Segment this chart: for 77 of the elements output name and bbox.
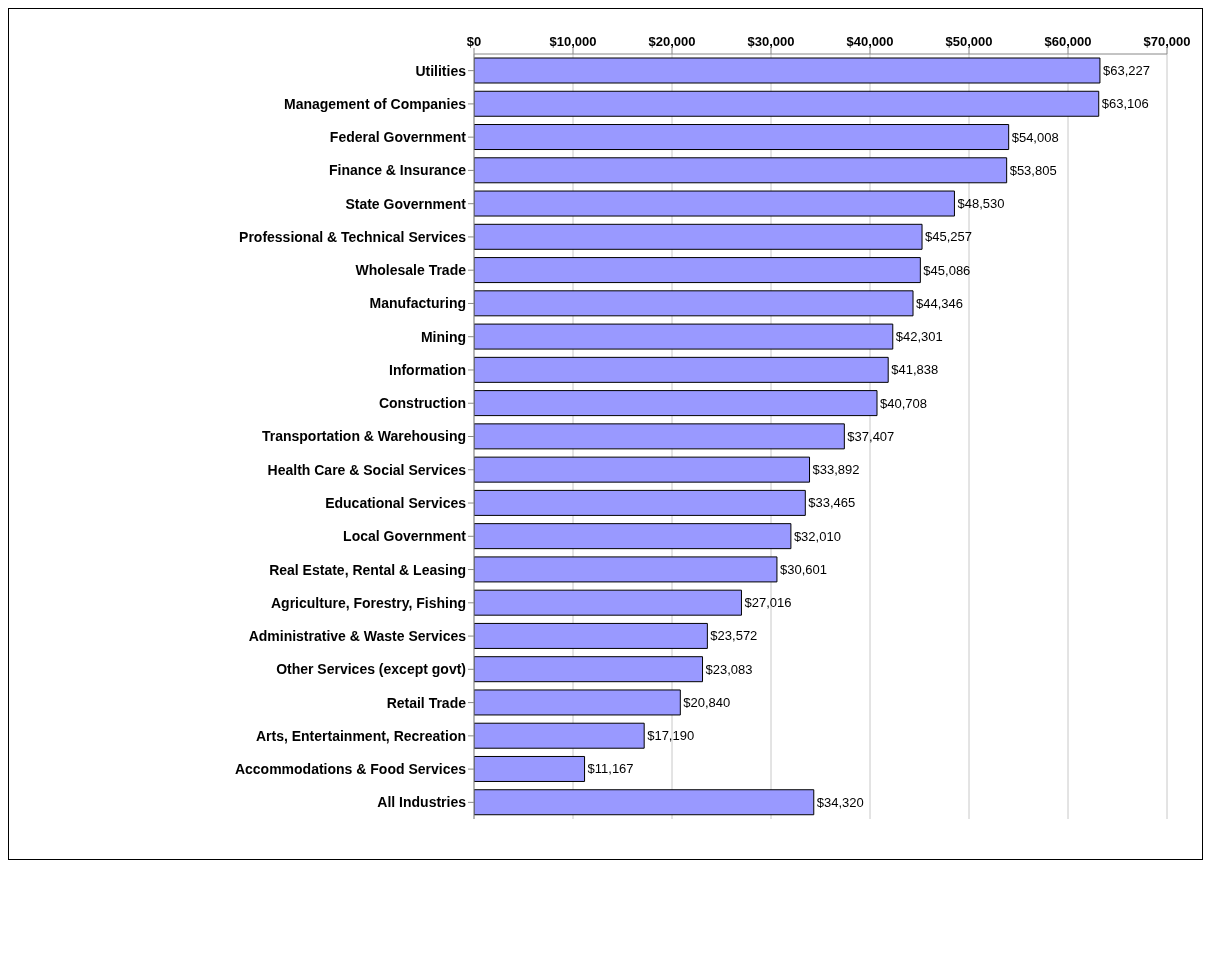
data-label: $20,840 [683, 694, 731, 710]
bar [474, 789, 815, 816]
data-label: $33,892 [812, 462, 860, 478]
bar [474, 257, 921, 284]
y-tick-label: Management of Companies [283, 95, 467, 112]
y-tick-label: Finance & Insurance [329, 162, 467, 179]
y-tick-label: Agriculture, Forestry, Fishing [271, 594, 466, 611]
data-label: $53,805 [1009, 162, 1057, 178]
data-label: $32,010 [793, 528, 841, 544]
bar [474, 223, 923, 250]
x-tick-label: $10,000 [549, 34, 597, 49]
data-label: $45,257 [925, 229, 973, 245]
data-label: $41,838 [891, 362, 939, 378]
y-tick-label: Educational Services [325, 494, 467, 511]
bar [474, 523, 792, 550]
bar [474, 689, 681, 716]
data-label: $54,008 [1011, 129, 1059, 145]
data-label: $30,601 [779, 561, 827, 577]
bar [474, 722, 645, 749]
bar [474, 356, 889, 383]
y-tick-label: Manufacturing [369, 295, 466, 312]
data-label: $23,572 [710, 628, 758, 644]
bar [474, 90, 1100, 117]
y-tick-label: Federal Government [329, 129, 467, 146]
x-tick-label: $30,000 [747, 34, 795, 49]
x-tick-label: $40,000 [846, 34, 894, 49]
x-tick-label: $70,000 [1143, 34, 1191, 49]
data-label: $40,708 [880, 395, 928, 411]
data-label: $44,346 [916, 295, 964, 311]
x-tick-label: $60,000 [1044, 34, 1092, 49]
y-tick-label: Wholesale Trade [355, 262, 467, 279]
bar [474, 390, 878, 417]
data-label: $23,083 [705, 661, 753, 677]
y-tick-label: Arts, Entertainment, Recreation [255, 727, 466, 744]
y-tick-label: Retail Trade [386, 694, 467, 711]
y-tick-label: Health Care & Social Services [267, 461, 467, 478]
y-tick-label: Information [389, 361, 466, 378]
x-tick-label: $0 [466, 34, 482, 49]
data-label: $27,016 [744, 595, 792, 611]
data-label: $17,190 [647, 728, 695, 744]
data-label: $48,530 [957, 196, 1005, 212]
bar [474, 190, 955, 217]
y-tick-label: Mining [420, 328, 466, 345]
y-tick-label: Other Services (except govt) [276, 661, 466, 678]
y-tick-label: Utilities [415, 62, 467, 79]
bar [474, 423, 845, 450]
y-tick-label: Transportation & Warehousing [261, 428, 466, 445]
data-label: $37,407 [847, 428, 895, 444]
data-label: $63,227 [1102, 63, 1150, 78]
bar [474, 489, 806, 516]
y-tick-label: Construction [378, 395, 466, 412]
data-label: $45,086 [923, 262, 971, 278]
bar [474, 124, 1010, 151]
bar [474, 456, 811, 483]
y-tick-label: Accommodations & Food Services [234, 761, 467, 778]
bar [474, 589, 742, 616]
bar [474, 656, 704, 683]
bar [474, 157, 1008, 184]
y-tick-label: Administrative & Waste Services [248, 628, 467, 645]
bar [474, 622, 708, 649]
bar [474, 556, 778, 583]
y-tick-label: Local Government [343, 528, 467, 545]
bar [474, 755, 586, 782]
data-label: $63,106 [1101, 96, 1149, 112]
y-tick-label: Professional & Technical Services [239, 228, 467, 245]
y-tick-label: State Government [345, 195, 467, 212]
data-label: $42,301 [895, 329, 943, 345]
data-label: $34,320 [816, 794, 864, 810]
bar [474, 57, 1101, 84]
x-tick-label: $50,000 [945, 34, 993, 49]
x-tick-label: $20,000 [648, 34, 696, 49]
bar [474, 323, 894, 350]
data-label: $33,465 [808, 495, 856, 511]
y-tick-label: Real Estate, Rental & Leasing [269, 561, 466, 578]
bar [474, 290, 914, 317]
data-label: $11,167 [587, 761, 634, 777]
y-tick-label: All Industries [377, 794, 467, 811]
